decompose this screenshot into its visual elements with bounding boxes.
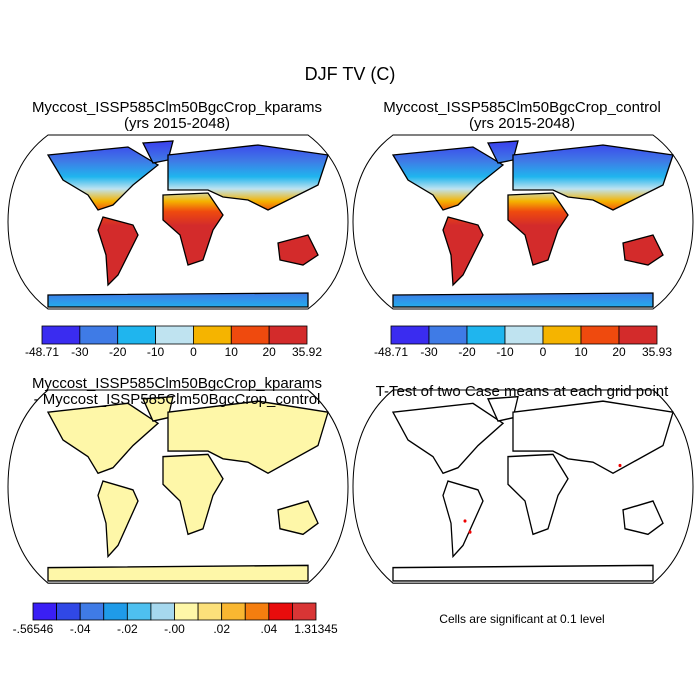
land-field [392,395,674,582]
colorbar-label: .02 [213,622,230,636]
map-kparams [7,134,349,310]
colorbar-box [428,325,468,345]
colorbar-label: 20 [612,345,626,359]
colorbar-box [268,325,308,345]
significant-cell [618,463,622,468]
colorbar-box [504,325,544,345]
colorbar-box [580,325,620,345]
colorbar-label: -30 [420,345,438,359]
colorbar-box [41,325,81,345]
panel-title: T-Test of two Case means at each grid po… [376,383,669,400]
colorbar-box [117,325,156,345]
colorbar-box [292,602,317,621]
panel-title: Myccost_ISSP585Clm50BgcCrop_kparams [32,99,322,116]
colorbar-box [193,325,232,345]
significant-cell [463,519,467,523]
panel-title: (yrs 2015-2048) [124,115,230,132]
colorbar-label: -48.71 [374,345,408,359]
map-ttest [352,389,694,584]
colorbar-label: .04 [260,622,277,636]
colorbar-box [542,325,582,345]
colorbar-label: -20 [109,345,127,359]
colorbar-box [174,602,199,621]
colorbar-box [244,602,270,621]
land-field [47,395,329,582]
colorbar-box [155,325,194,345]
panel-title: Myccost_ISSP585Clm50BgcCrop_kparams [32,375,322,392]
colorbar-label: 35.93 [642,345,672,359]
colorbar-box [197,602,223,621]
colorbar-box [56,602,81,621]
colorbar-label: 1.31345 [294,622,338,636]
panel-title: - Myccost_ISSP585Clm50BgcCrop_control [34,391,321,408]
colorbar-label: 0 [190,345,197,359]
panel-note: Cells are significant at 0.1 level [439,612,604,626]
colorbar-box [466,325,506,345]
colorbar-label: -10 [496,345,514,359]
colorbar-box [79,602,105,621]
colorbar-box [221,602,246,621]
panel-title: Myccost_ISSP585Clm50BgcCrop_control [383,99,661,116]
colorbar-box [390,325,430,345]
colorbar-box [230,325,270,345]
map-difference [7,389,349,584]
colorbar-label: -30 [71,345,89,359]
colorbar-box [79,325,119,345]
colorbar-box [150,602,175,621]
colorbar-label: 20 [262,345,276,359]
colorbar-label: -20 [458,345,476,359]
colorbar-box [618,325,658,345]
land-field [47,140,329,308]
map-control [352,134,694,310]
colorbar-box [103,602,128,621]
colorbar-label: -.00 [164,622,185,636]
colorbar-label: 0 [540,345,547,359]
colorbar-box [126,602,152,621]
colorbar-label: -48.71 [25,345,59,359]
significant-cell [468,530,472,534]
colorbar-label: -.56546 [13,622,54,636]
colorbar-label: -.02 [117,622,138,636]
colorbar-box [32,602,57,621]
colorbar-label: -10 [147,345,165,359]
land-field [392,140,674,308]
colorbar-label: -.04 [70,622,91,636]
figure-title: DJF TV (C) [305,64,396,84]
panel-title: (yrs 2015-2048) [469,115,575,132]
colorbar-label: 35.92 [292,345,322,359]
colorbar-label: 10 [574,345,588,359]
colorbar-box [268,602,293,621]
colorbar-label: 10 [225,345,239,359]
